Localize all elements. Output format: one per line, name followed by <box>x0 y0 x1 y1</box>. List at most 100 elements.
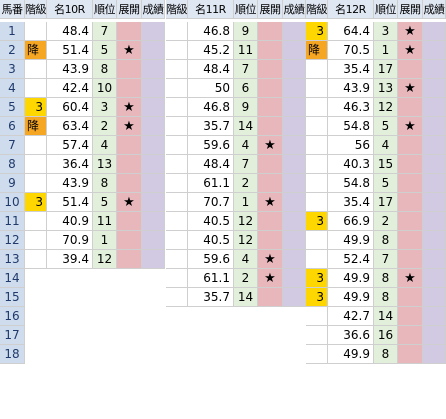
pace-star-icon <box>258 117 283 136</box>
class-change-badge <box>166 117 188 136</box>
horse-number: 8 <box>0 155 25 174</box>
result-cell <box>283 60 306 79</box>
index-value: 51.4 <box>47 193 93 212</box>
class-change-badge <box>306 326 328 345</box>
class-change-badge <box>306 307 328 326</box>
class-change-badge <box>166 136 188 155</box>
pace-star-icon <box>258 79 283 98</box>
index-value: 46.8 <box>188 98 234 117</box>
result-cell <box>283 22 306 41</box>
rank-value: 12 <box>234 212 258 231</box>
index-value: 40.3 <box>328 155 374 174</box>
pace-star-icon <box>117 22 142 41</box>
index-value: 36.4 <box>47 155 93 174</box>
pace-star-icon <box>398 345 423 364</box>
rank-value: 2 <box>234 269 258 288</box>
header-rank: 順位 <box>93 0 117 19</box>
rank-value: 8 <box>374 288 398 307</box>
index-value: 40.9 <box>47 212 93 231</box>
pace-star-icon: ★ <box>398 79 423 98</box>
rank-value: 5 <box>374 117 398 136</box>
result-cell <box>283 231 306 250</box>
header-seiseki: 成績 <box>423 0 446 19</box>
class-change-badge <box>166 174 188 193</box>
result-cell <box>142 136 165 155</box>
horse-number: 3 <box>0 60 25 79</box>
result-cell <box>142 174 165 193</box>
result-cell <box>142 41 165 60</box>
class-change-badge <box>306 345 328 364</box>
pace-star-icon: ★ <box>258 250 283 269</box>
class-change-badge <box>306 155 328 174</box>
header-tenkai: 展開 <box>117 0 142 19</box>
index-value: 45.2 <box>188 41 234 60</box>
rank-value: 7 <box>374 250 398 269</box>
rank-value: 8 <box>374 345 398 364</box>
pace-star-icon <box>258 98 283 117</box>
class-change-badge <box>166 22 188 41</box>
class-change-badge <box>306 231 328 250</box>
index-value: 48.4 <box>47 22 93 41</box>
result-cell <box>142 193 165 212</box>
pace-star-icon <box>258 22 283 41</box>
result-cell <box>283 136 306 155</box>
pace-star-icon <box>117 231 142 250</box>
pace-star-icon <box>117 250 142 269</box>
pace-star-icon <box>258 155 283 174</box>
class-change-badge: 3 <box>306 288 328 307</box>
index-value: 40.5 <box>188 231 234 250</box>
class-change-badge: 3 <box>25 193 47 212</box>
rank-value: 17 <box>374 60 398 79</box>
rank-value: 8 <box>374 269 398 288</box>
result-cell <box>423 231 446 250</box>
index-value: 51.4 <box>47 41 93 60</box>
rank-value: 13 <box>93 155 117 174</box>
class-change-badge <box>306 136 328 155</box>
class-change-badge <box>166 193 188 212</box>
result-cell <box>423 98 446 117</box>
pace-star-icon: ★ <box>258 269 283 288</box>
rank-value: 7 <box>234 60 258 79</box>
class-change-badge <box>306 98 328 117</box>
header-tenkai: 展開 <box>258 0 283 19</box>
index-value: 42.4 <box>47 79 93 98</box>
rank-value: 5 <box>93 193 117 212</box>
index-value: 36.6 <box>328 326 374 345</box>
rank-value: 12 <box>374 98 398 117</box>
class-change-badge <box>166 98 188 117</box>
horse-number: 2 <box>0 41 25 60</box>
result-cell <box>423 307 446 326</box>
index-value: 35.7 <box>188 288 234 307</box>
index-value: 43.9 <box>47 174 93 193</box>
pace-star-icon: ★ <box>398 22 423 41</box>
class-change-badge: 3 <box>306 22 328 41</box>
rank-value: 1 <box>374 41 398 60</box>
rank-value: 17 <box>374 193 398 212</box>
index-value: 54.8 <box>328 117 374 136</box>
index-value: 35.4 <box>328 60 374 79</box>
pace-star-icon <box>398 174 423 193</box>
result-cell <box>283 269 306 288</box>
rank-value: 7 <box>93 22 117 41</box>
header-tenkai: 展開 <box>398 0 423 19</box>
rank-value: 1 <box>93 231 117 250</box>
pace-star-icon <box>117 155 142 174</box>
horse-number: 1 <box>0 22 25 41</box>
rank-value: 4 <box>234 136 258 155</box>
empty-cell <box>166 345 306 364</box>
index-value: 60.4 <box>47 98 93 117</box>
class-change-badge <box>25 174 47 193</box>
result-cell <box>283 155 306 174</box>
pace-star-icon <box>398 288 423 307</box>
result-cell <box>423 288 446 307</box>
rank-value: 3 <box>374 22 398 41</box>
header-race-name: 名12R <box>328 0 374 19</box>
result-cell <box>142 60 165 79</box>
header-seiseki: 成績 <box>283 0 306 19</box>
empty-cell <box>25 345 165 364</box>
result-cell <box>142 212 165 231</box>
result-cell <box>283 174 306 193</box>
rank-value: 16 <box>374 326 398 345</box>
rank-value: 9 <box>234 98 258 117</box>
